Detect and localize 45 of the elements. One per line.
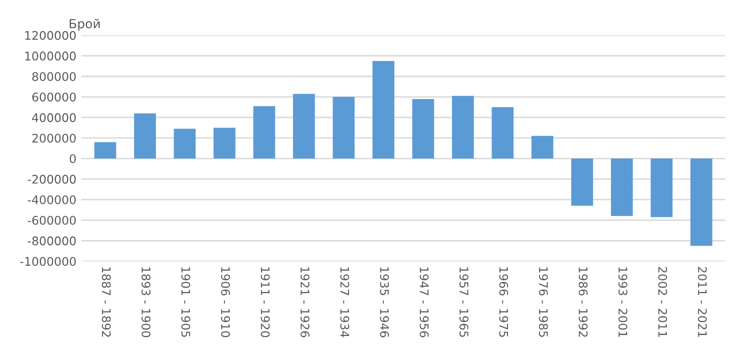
y-tick-label: 400000 [32, 113, 76, 122]
bar [492, 107, 514, 159]
bar [134, 113, 156, 159]
y-tick-label: 200000 [32, 134, 76, 143]
bar [253, 106, 276, 159]
y-tick-label: -200000 [28, 174, 76, 184]
x-tick-label: 1893 - 1900 [142, 267, 150, 338]
bar [332, 96, 355, 159]
bar [610, 158, 633, 216]
y-tick-label: 1200000 [25, 31, 76, 40]
bar [452, 96, 474, 159]
y-tick-label: 0 [70, 154, 76, 164]
bar [372, 60, 394, 159]
bar [293, 94, 315, 159]
x-tick-label: 1887 - 1892 [102, 267, 111, 337]
bar [531, 136, 554, 159]
x-tick-label: 2002 - 2011 [658, 266, 668, 337]
y-tick-label: 600000 [32, 92, 76, 102]
y-axis-title: Брой [70, 18, 100, 31]
x-tick-label: 1947 - 1956 [420, 267, 429, 338]
y-tick-label: -800000 [28, 236, 76, 246]
bar [412, 98, 434, 159]
x-tick-label: 1986 - 1992 [578, 267, 588, 337]
bar [214, 128, 236, 159]
y-tick-label: 800000 [32, 72, 76, 82]
x-tick-label: 1966 - 1975 [499, 267, 508, 337]
x-tick-label: 1901 - 1905 [181, 267, 190, 337]
bar [571, 158, 594, 206]
y-tick-label: -1000000 [20, 256, 76, 266]
y-tick-label: -600000 [28, 216, 76, 225]
x-tick-label: 1935 - 1946 [380, 267, 389, 338]
x-tick-label: 2011 - 2021 [698, 266, 707, 337]
y-tick-label: 1000000 [25, 52, 76, 60]
x-tick-label: 1993 - 2001 [618, 267, 628, 337]
x-tick-label: 1927 - 1934 [340, 267, 350, 338]
bar [174, 128, 196, 159]
y-tick-label: -400000 [28, 195, 76, 204]
bar [94, 142, 116, 159]
x-tick-label: 1911 - 1920 [260, 267, 270, 338]
bar [650, 158, 673, 218]
x-tick-label: 1921 - 1926 [300, 267, 310, 338]
x-tick-label: 1957 - 1965 [459, 267, 468, 337]
bar [690, 158, 712, 246]
x-tick-label: 1976 - 1985 [538, 267, 548, 337]
x-tick-label: 1906 - 1910 [221, 267, 230, 338]
